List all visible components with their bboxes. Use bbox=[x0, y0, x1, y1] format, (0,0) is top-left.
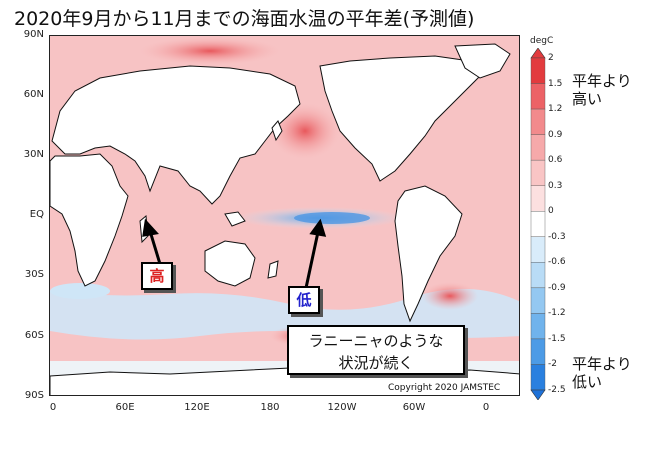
lat-label-90n: 90N bbox=[23, 29, 44, 40]
message-line-2: 状況が続く bbox=[338, 354, 414, 372]
colorbar-tick-label: -0.3 bbox=[548, 231, 566, 242]
lon-label-120w: 120W bbox=[327, 402, 357, 413]
callout-low: 低 bbox=[288, 286, 320, 314]
arctic-warm-patch bbox=[140, 37, 280, 65]
colorbar-segment bbox=[530, 211, 546, 237]
colorbar-segment bbox=[530, 338, 546, 365]
colorbar-top-arrow bbox=[530, 48, 546, 59]
australia bbox=[204, 240, 256, 287]
lon-label-180: 180 bbox=[260, 402, 280, 413]
lat-label-60n: 60N bbox=[23, 89, 44, 100]
high-note-line-2: 高い bbox=[572, 90, 603, 108]
lat-label-30s: 30S bbox=[24, 269, 44, 280]
lon-label-60w: 60W bbox=[402, 402, 426, 413]
lat-label-60s: 60S bbox=[24, 330, 44, 341]
map-svg bbox=[50, 36, 519, 395]
colorbar bbox=[530, 48, 546, 400]
arrow-high-head bbox=[142, 218, 159, 237]
colorbar-segment bbox=[530, 83, 546, 110]
lat-label-eq: EQ bbox=[29, 209, 44, 220]
colorbar-segment bbox=[530, 57, 546, 84]
south-indian-cool-patch bbox=[50, 283, 110, 299]
lon-label-120e: 120E bbox=[184, 402, 210, 413]
new-zealand bbox=[267, 260, 279, 279]
greenland bbox=[454, 43, 511, 79]
colorbar-tick-label: 1.2 bbox=[548, 104, 563, 115]
lon-label-0-east: 0 bbox=[482, 402, 490, 413]
colorbar-tick-label: -0.9 bbox=[548, 282, 566, 293]
borneo bbox=[224, 211, 246, 227]
lat-label-90s: 90S bbox=[24, 390, 44, 401]
colorbar-segment bbox=[530, 236, 546, 263]
colorbar-tick-label: -2 bbox=[548, 359, 557, 370]
arrow-low-head bbox=[309, 218, 327, 237]
colorbar-segment bbox=[530, 185, 546, 212]
south-america bbox=[394, 185, 463, 323]
colorbar-segment bbox=[530, 134, 546, 161]
colorbar-tick-label: 0.9 bbox=[548, 129, 563, 140]
message-line-1: ラニーニャのような bbox=[308, 332, 444, 350]
colorbar-tick-label: -2.5 bbox=[548, 385, 566, 395]
high-note-line-1: 平年より bbox=[572, 72, 632, 90]
colorbar-tick-label: 2 bbox=[548, 53, 554, 63]
cold-tongue-core bbox=[294, 212, 370, 224]
lon-label-60e: 60E bbox=[115, 402, 135, 413]
north-america bbox=[319, 55, 481, 182]
colorbar-bottom-arrow bbox=[530, 389, 546, 400]
colorbar-segment bbox=[530, 364, 546, 391]
arrows bbox=[142, 218, 327, 289]
low-note-line-2: 低い bbox=[572, 373, 603, 391]
colorbar-tick-label: -1.5 bbox=[548, 333, 566, 344]
colorbar-segment bbox=[530, 287, 546, 314]
colorbar-tick-label: -1.2 bbox=[548, 308, 566, 319]
page-title: 2020年9月から11月までの海面水温の平年差(予測値) bbox=[14, 8, 475, 30]
low-note-line-1: 平年より bbox=[572, 355, 632, 373]
copyright: Copyright 2020 JAMSTEC bbox=[388, 383, 501, 393]
colorbar-segment bbox=[530, 108, 546, 135]
colorbar-tick-label: 0 bbox=[548, 206, 554, 217]
japan bbox=[271, 120, 283, 142]
lat-label-30n: 30N bbox=[23, 149, 44, 160]
lon-label-0: 0 bbox=[49, 402, 57, 413]
colorbar-low-note: 平年より 低い bbox=[572, 355, 632, 391]
colorbar-segment bbox=[530, 159, 546, 186]
colorbar-segment bbox=[530, 313, 546, 340]
africa bbox=[50, 153, 129, 287]
eurasia bbox=[51, 65, 301, 205]
callout-la-nina-message: ラニーニャのような 状況が続く bbox=[287, 325, 465, 375]
colorbar-tick-label: 0.3 bbox=[548, 180, 563, 191]
colorbar-tick-label: 0.6 bbox=[548, 155, 563, 166]
callout-high: 高 bbox=[141, 262, 173, 290]
colorbar-segment bbox=[530, 262, 546, 289]
arrow-low-line bbox=[304, 231, 320, 289]
arrow-high-line bbox=[148, 230, 162, 265]
colorbar-tick-label: 1.5 bbox=[548, 78, 563, 89]
south-atlantic-warm-patch bbox=[422, 282, 478, 310]
colorbar-tick-label: -0.6 bbox=[548, 257, 566, 268]
colorbar-unit: degC bbox=[530, 36, 554, 46]
colorbar-high-note: 平年より 高い bbox=[572, 72, 632, 108]
sst-anomaly-map bbox=[49, 35, 520, 396]
